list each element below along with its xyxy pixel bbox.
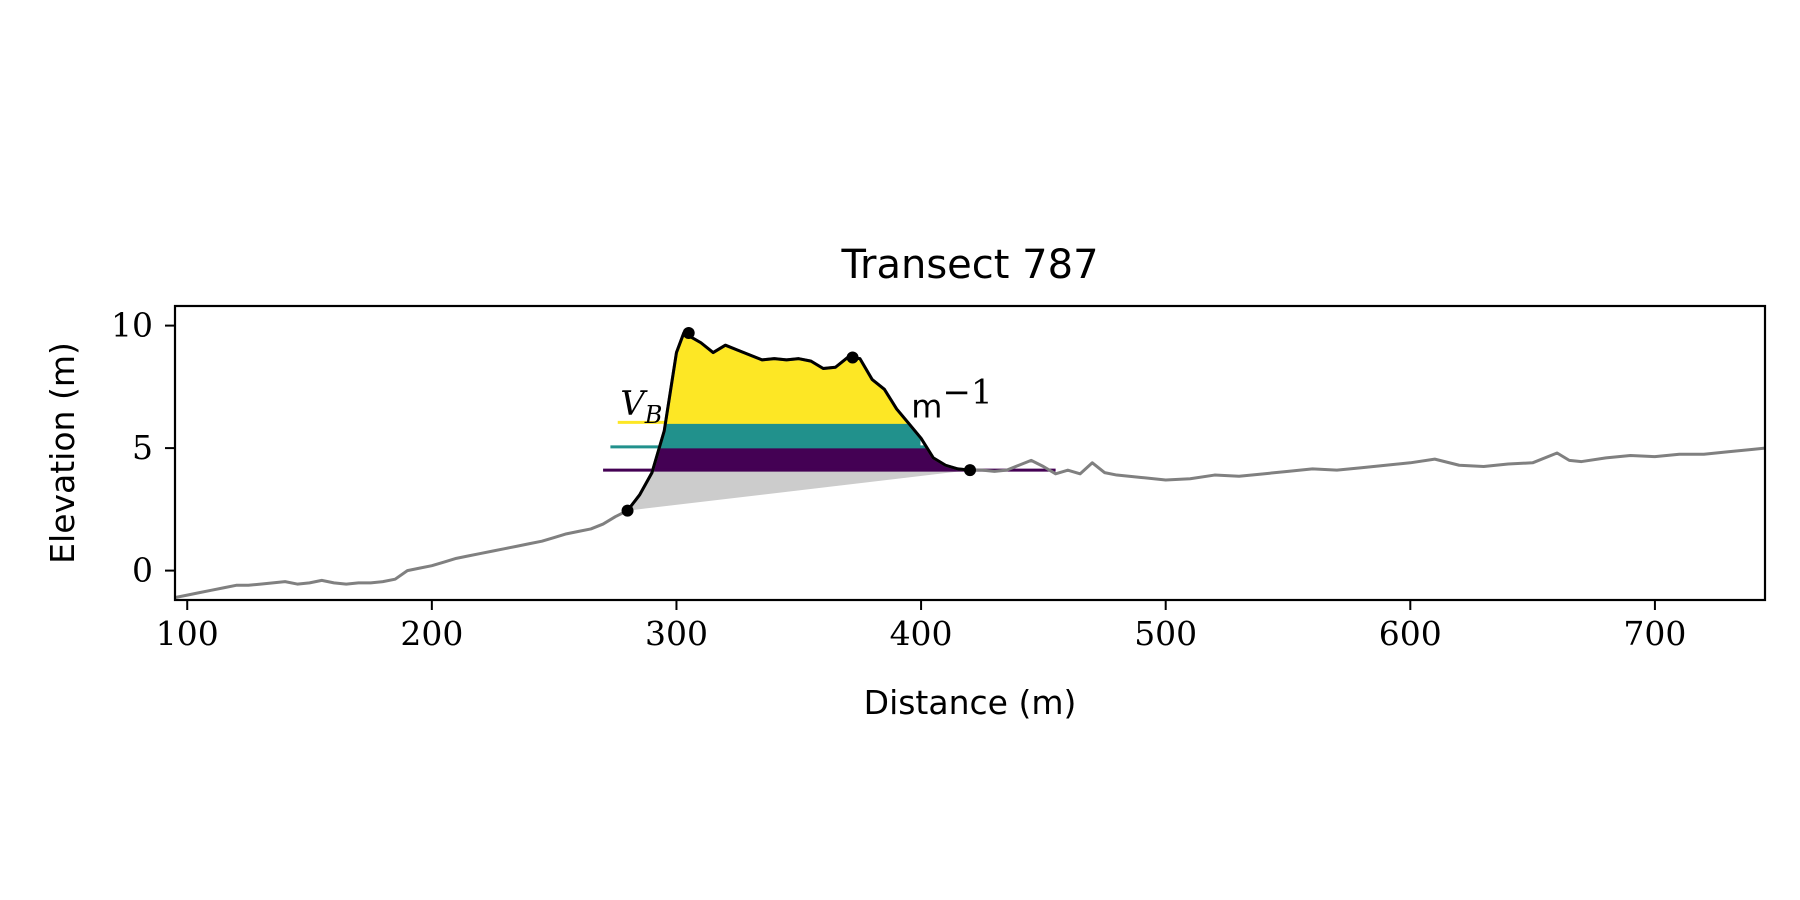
volume-symbol: V bbox=[620, 384, 648, 424]
plot-frame bbox=[173, 304, 1767, 602]
y-tick-label: 0 bbox=[132, 551, 153, 590]
y-tick-label: 5 bbox=[132, 428, 153, 467]
x-tick-label: 400 bbox=[890, 614, 953, 653]
x-tick-label: 600 bbox=[1379, 614, 1442, 653]
volume-subscript: B bbox=[644, 401, 663, 429]
y-tick-label: 10 bbox=[111, 306, 153, 345]
dune-heel-marker bbox=[964, 464, 976, 477]
y-axis-label: Elevation (m) bbox=[43, 342, 82, 564]
volume-unit-label: m−1 bbox=[911, 372, 992, 425]
dune-outline bbox=[626, 331, 971, 512]
dune-crest-marker bbox=[682, 326, 695, 339]
volume-unit: m bbox=[911, 387, 942, 425]
chart-title: Transect 787 bbox=[840, 242, 1098, 288]
dune-toe-marker bbox=[621, 504, 634, 517]
x-axis: 100 200 300 400 500 600 700 bbox=[156, 600, 1686, 653]
x-tick-label: 200 bbox=[400, 614, 463, 653]
plot-area bbox=[175, 326, 1765, 600]
dune-secondary-crest-marker bbox=[846, 351, 859, 364]
x-tick-label: 100 bbox=[156, 614, 219, 653]
y-axis: 0 5 10 bbox=[111, 306, 175, 590]
volume-band-3 bbox=[666, 333, 908, 423]
volume-label: VB bbox=[620, 384, 662, 429]
x-tick-label: 700 bbox=[1623, 614, 1686, 653]
x-tick-label: 500 bbox=[1134, 614, 1197, 653]
base-wedge bbox=[627, 470, 970, 511]
x-axis-label: Distance (m) bbox=[864, 683, 1077, 722]
annotations: VB m−1 bbox=[620, 372, 992, 429]
x-tick-label: 300 bbox=[645, 614, 708, 653]
volume-unit-exponent: −1 bbox=[942, 372, 992, 412]
volume-band-2 bbox=[659, 422, 921, 447]
volume-band-1 bbox=[653, 446, 983, 471]
